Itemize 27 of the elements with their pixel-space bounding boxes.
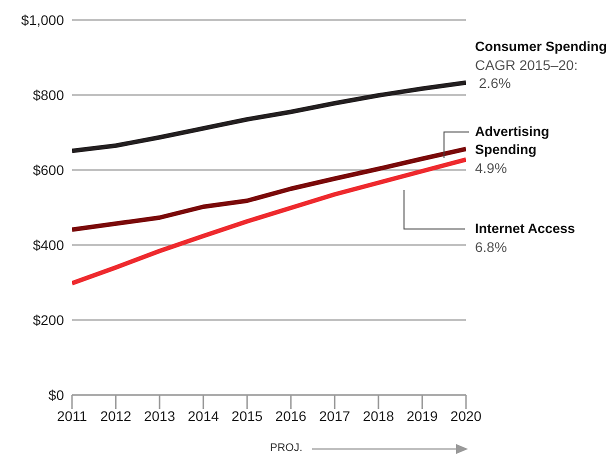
y-tick-label: $800	[32, 86, 64, 103]
series-label: Advertising Spending	[475, 123, 550, 159]
y-tick-label: $1,000	[21, 12, 64, 28]
line-series	[72, 80, 466, 154]
x-tick-label: 2011	[56, 408, 88, 424]
x-tick-label: 2014	[188, 408, 220, 424]
y-tick-label: $200	[32, 312, 64, 328]
text: 2.6%	[478, 74, 512, 92]
x-tick-label: 2012	[100, 408, 132, 424]
x-tick-label: 2017	[319, 408, 350, 424]
text: PROJ.	[270, 442, 302, 454]
y-tick-label: $600	[32, 162, 64, 178]
text: 4.9%	[475, 159, 508, 177]
text: CAGR 2015–20:	[475, 56, 579, 74]
y-tick-label: $0	[48, 386, 64, 403]
line-series	[72, 157, 466, 286]
x-tick-label: 2020	[450, 408, 482, 424]
x-tick-label: 2015	[232, 408, 263, 424]
x-tick-label: 2016	[275, 408, 307, 424]
text: Internet Access	[475, 220, 576, 238]
x-tick-label: 2019	[406, 408, 438, 424]
line-series	[72, 146, 466, 232]
y-tick-label: $400	[32, 236, 64, 253]
text: Consumer Spending	[475, 38, 608, 56]
text: 6.8%	[475, 238, 508, 256]
x-tick-label: 2013	[144, 408, 176, 424]
x-tick-label: 2018	[362, 408, 394, 424]
